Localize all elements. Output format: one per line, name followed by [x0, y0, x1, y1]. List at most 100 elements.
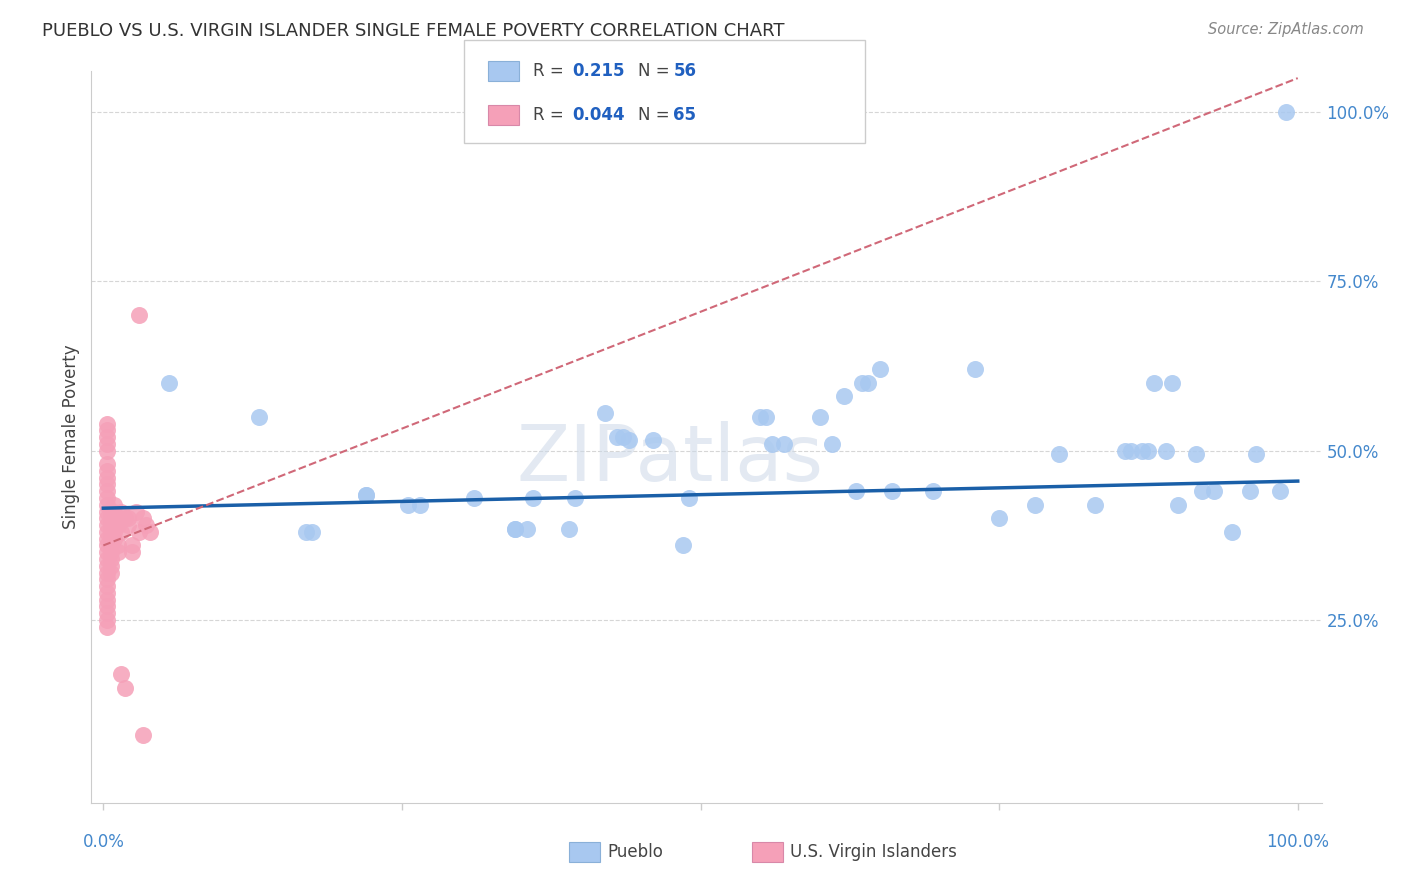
Point	[132, 728, 155, 742]
Text: Source: ZipAtlas.com: Source: ZipAtlas.com	[1208, 22, 1364, 37]
Point	[1024, 498, 1046, 512]
Point	[1084, 498, 1107, 512]
Point	[869, 362, 891, 376]
Point	[564, 491, 586, 505]
Point	[606, 430, 628, 444]
Point	[965, 362, 987, 376]
Point	[1143, 376, 1166, 390]
Point	[641, 434, 664, 448]
Point	[1268, 484, 1291, 499]
Point	[354, 488, 377, 502]
Point	[103, 498, 125, 512]
Point	[1275, 105, 1298, 120]
Text: 56: 56	[673, 62, 696, 79]
Point	[139, 524, 162, 539]
Point	[396, 498, 419, 512]
Point	[856, 376, 879, 390]
Point	[117, 511, 139, 525]
Text: 0.215: 0.215	[572, 62, 624, 79]
Point	[1185, 447, 1208, 461]
Text: 0.0%: 0.0%	[83, 833, 124, 851]
Point	[96, 443, 118, 458]
Point	[832, 389, 855, 403]
Point	[761, 437, 783, 451]
Point	[100, 505, 122, 519]
Point	[100, 511, 122, 525]
Point	[96, 606, 118, 620]
Point	[505, 521, 527, 535]
Text: PUEBLO VS U.S. VIRGIN ISLANDER SINGLE FEMALE POVERTY CORRELATION CHART: PUEBLO VS U.S. VIRGIN ISLANDER SINGLE FE…	[42, 22, 785, 40]
Point	[96, 464, 118, 478]
Point	[96, 552, 118, 566]
Point	[96, 417, 118, 431]
Point	[96, 532, 118, 546]
Point	[1114, 443, 1136, 458]
Point	[1161, 376, 1184, 390]
Point	[96, 586, 118, 600]
Point	[96, 545, 118, 559]
Point	[103, 505, 125, 519]
Point	[110, 667, 132, 681]
Point	[100, 532, 122, 546]
Point	[96, 484, 118, 499]
Point	[96, 477, 118, 491]
Point	[96, 579, 118, 593]
Point	[295, 524, 318, 539]
Point	[107, 538, 129, 552]
Text: N =: N =	[638, 62, 675, 79]
Point	[132, 511, 155, 525]
Point	[617, 434, 640, 448]
Point	[110, 524, 132, 539]
Point	[1156, 443, 1178, 458]
Point	[121, 545, 143, 559]
Point	[100, 524, 122, 539]
Point	[96, 423, 118, 437]
Point	[678, 491, 700, 505]
Point	[808, 409, 831, 424]
Point	[593, 406, 616, 420]
Point	[522, 491, 544, 505]
Point	[96, 538, 118, 552]
Point	[96, 511, 118, 525]
Point	[988, 511, 1011, 525]
Point	[96, 430, 118, 444]
Point	[96, 599, 118, 614]
Point	[96, 491, 118, 505]
Point	[505, 521, 527, 535]
Point	[880, 484, 903, 499]
Point	[1239, 484, 1261, 499]
Point	[103, 532, 125, 546]
Point	[100, 552, 122, 566]
Point	[1132, 443, 1154, 458]
Point	[114, 511, 136, 525]
Point	[755, 409, 778, 424]
Point	[749, 409, 772, 424]
Point	[1244, 447, 1267, 461]
Point	[100, 538, 122, 552]
Point	[463, 491, 485, 505]
Point	[516, 521, 538, 535]
Point	[103, 524, 125, 539]
Point	[135, 518, 157, 533]
Point	[558, 521, 581, 535]
Point	[96, 566, 118, 580]
Text: U.S. Virgin Islanders: U.S. Virgin Islanders	[790, 843, 957, 861]
Point	[1204, 484, 1226, 499]
Text: N =: N =	[638, 106, 675, 124]
Point	[96, 498, 118, 512]
Point	[100, 545, 122, 559]
Point	[96, 518, 118, 533]
Point	[845, 484, 868, 499]
Text: Pueblo: Pueblo	[607, 843, 664, 861]
Point	[1167, 498, 1189, 512]
Point	[1137, 443, 1160, 458]
Point	[124, 505, 146, 519]
Point	[1220, 524, 1243, 539]
Text: ZIPatlas: ZIPatlas	[516, 421, 823, 497]
Point	[96, 558, 118, 573]
Point	[96, 505, 118, 519]
Point	[107, 511, 129, 525]
Point	[409, 498, 432, 512]
Point	[851, 376, 873, 390]
Point	[128, 524, 150, 539]
